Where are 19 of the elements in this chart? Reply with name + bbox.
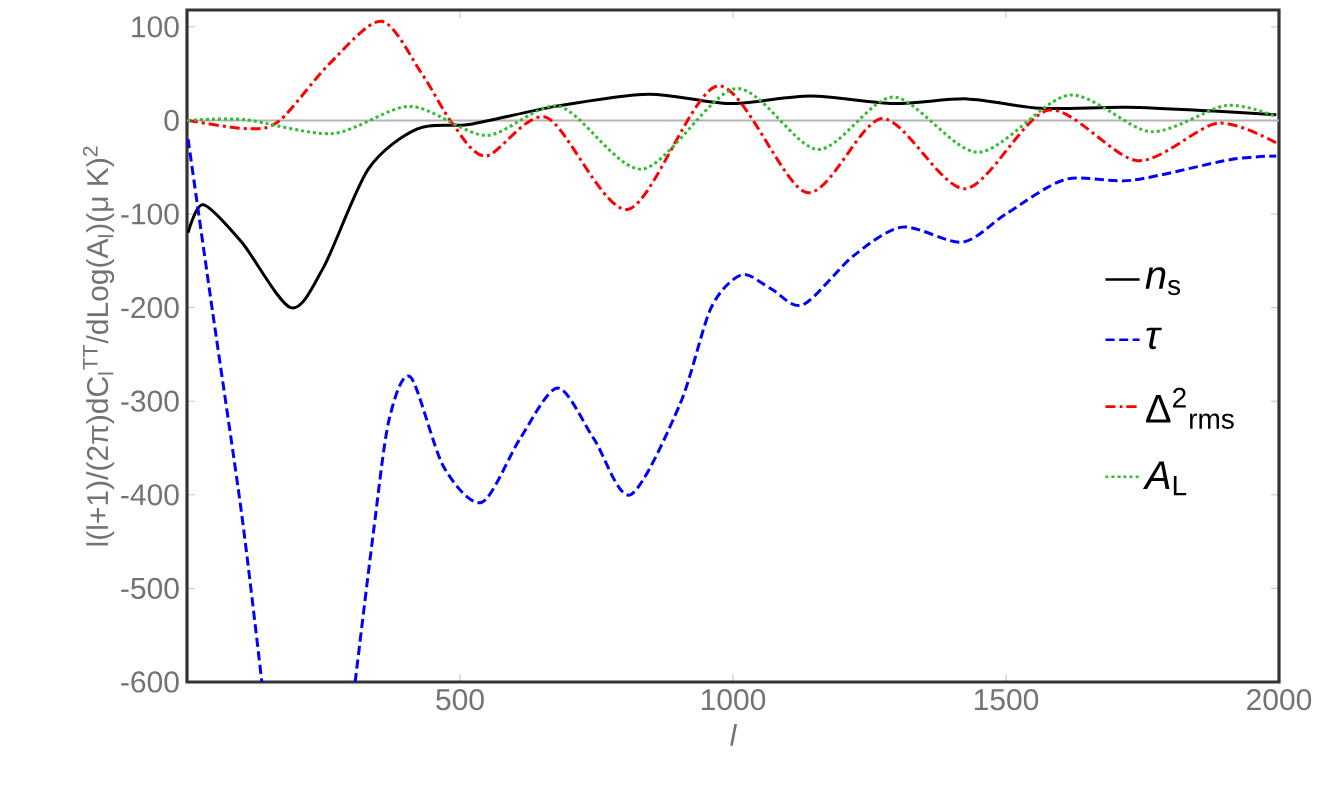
x-tick-label: 500 [436,689,484,711]
y-tick-label: -400 [121,484,179,506]
legend-label: Δ$^{2}$rms [1146,387,1234,429]
y-tick-label: -100 [121,203,179,225]
y-tick-label: -200 [121,296,179,319]
x-tick-label: 1500 [974,689,1039,711]
x-axis-title: l [730,724,738,746]
x-tick-label: 2000 [1247,689,1312,711]
line-series [187,92,1278,310]
y-axis-title: l(l+1)/(2π)dC$_{l}$$^{TT}$/dLog(A$_{l}$)(μ K)$^{2}$ [82,146,115,546]
y-tick-label: -300 [121,390,179,412]
legend-label: n$_{s}$ [1145,267,1181,296]
y-tick-label: 100 [132,16,179,38]
legend-label: A$_{L}$ [1142,461,1187,496]
y-tick-label: -600 [121,671,179,693]
y-tick-label: -500 [121,577,179,599]
legend-label: τ [1146,327,1162,350]
y-tick-label: 0 [164,109,179,132]
x-tick-label: 1000 [701,689,766,711]
